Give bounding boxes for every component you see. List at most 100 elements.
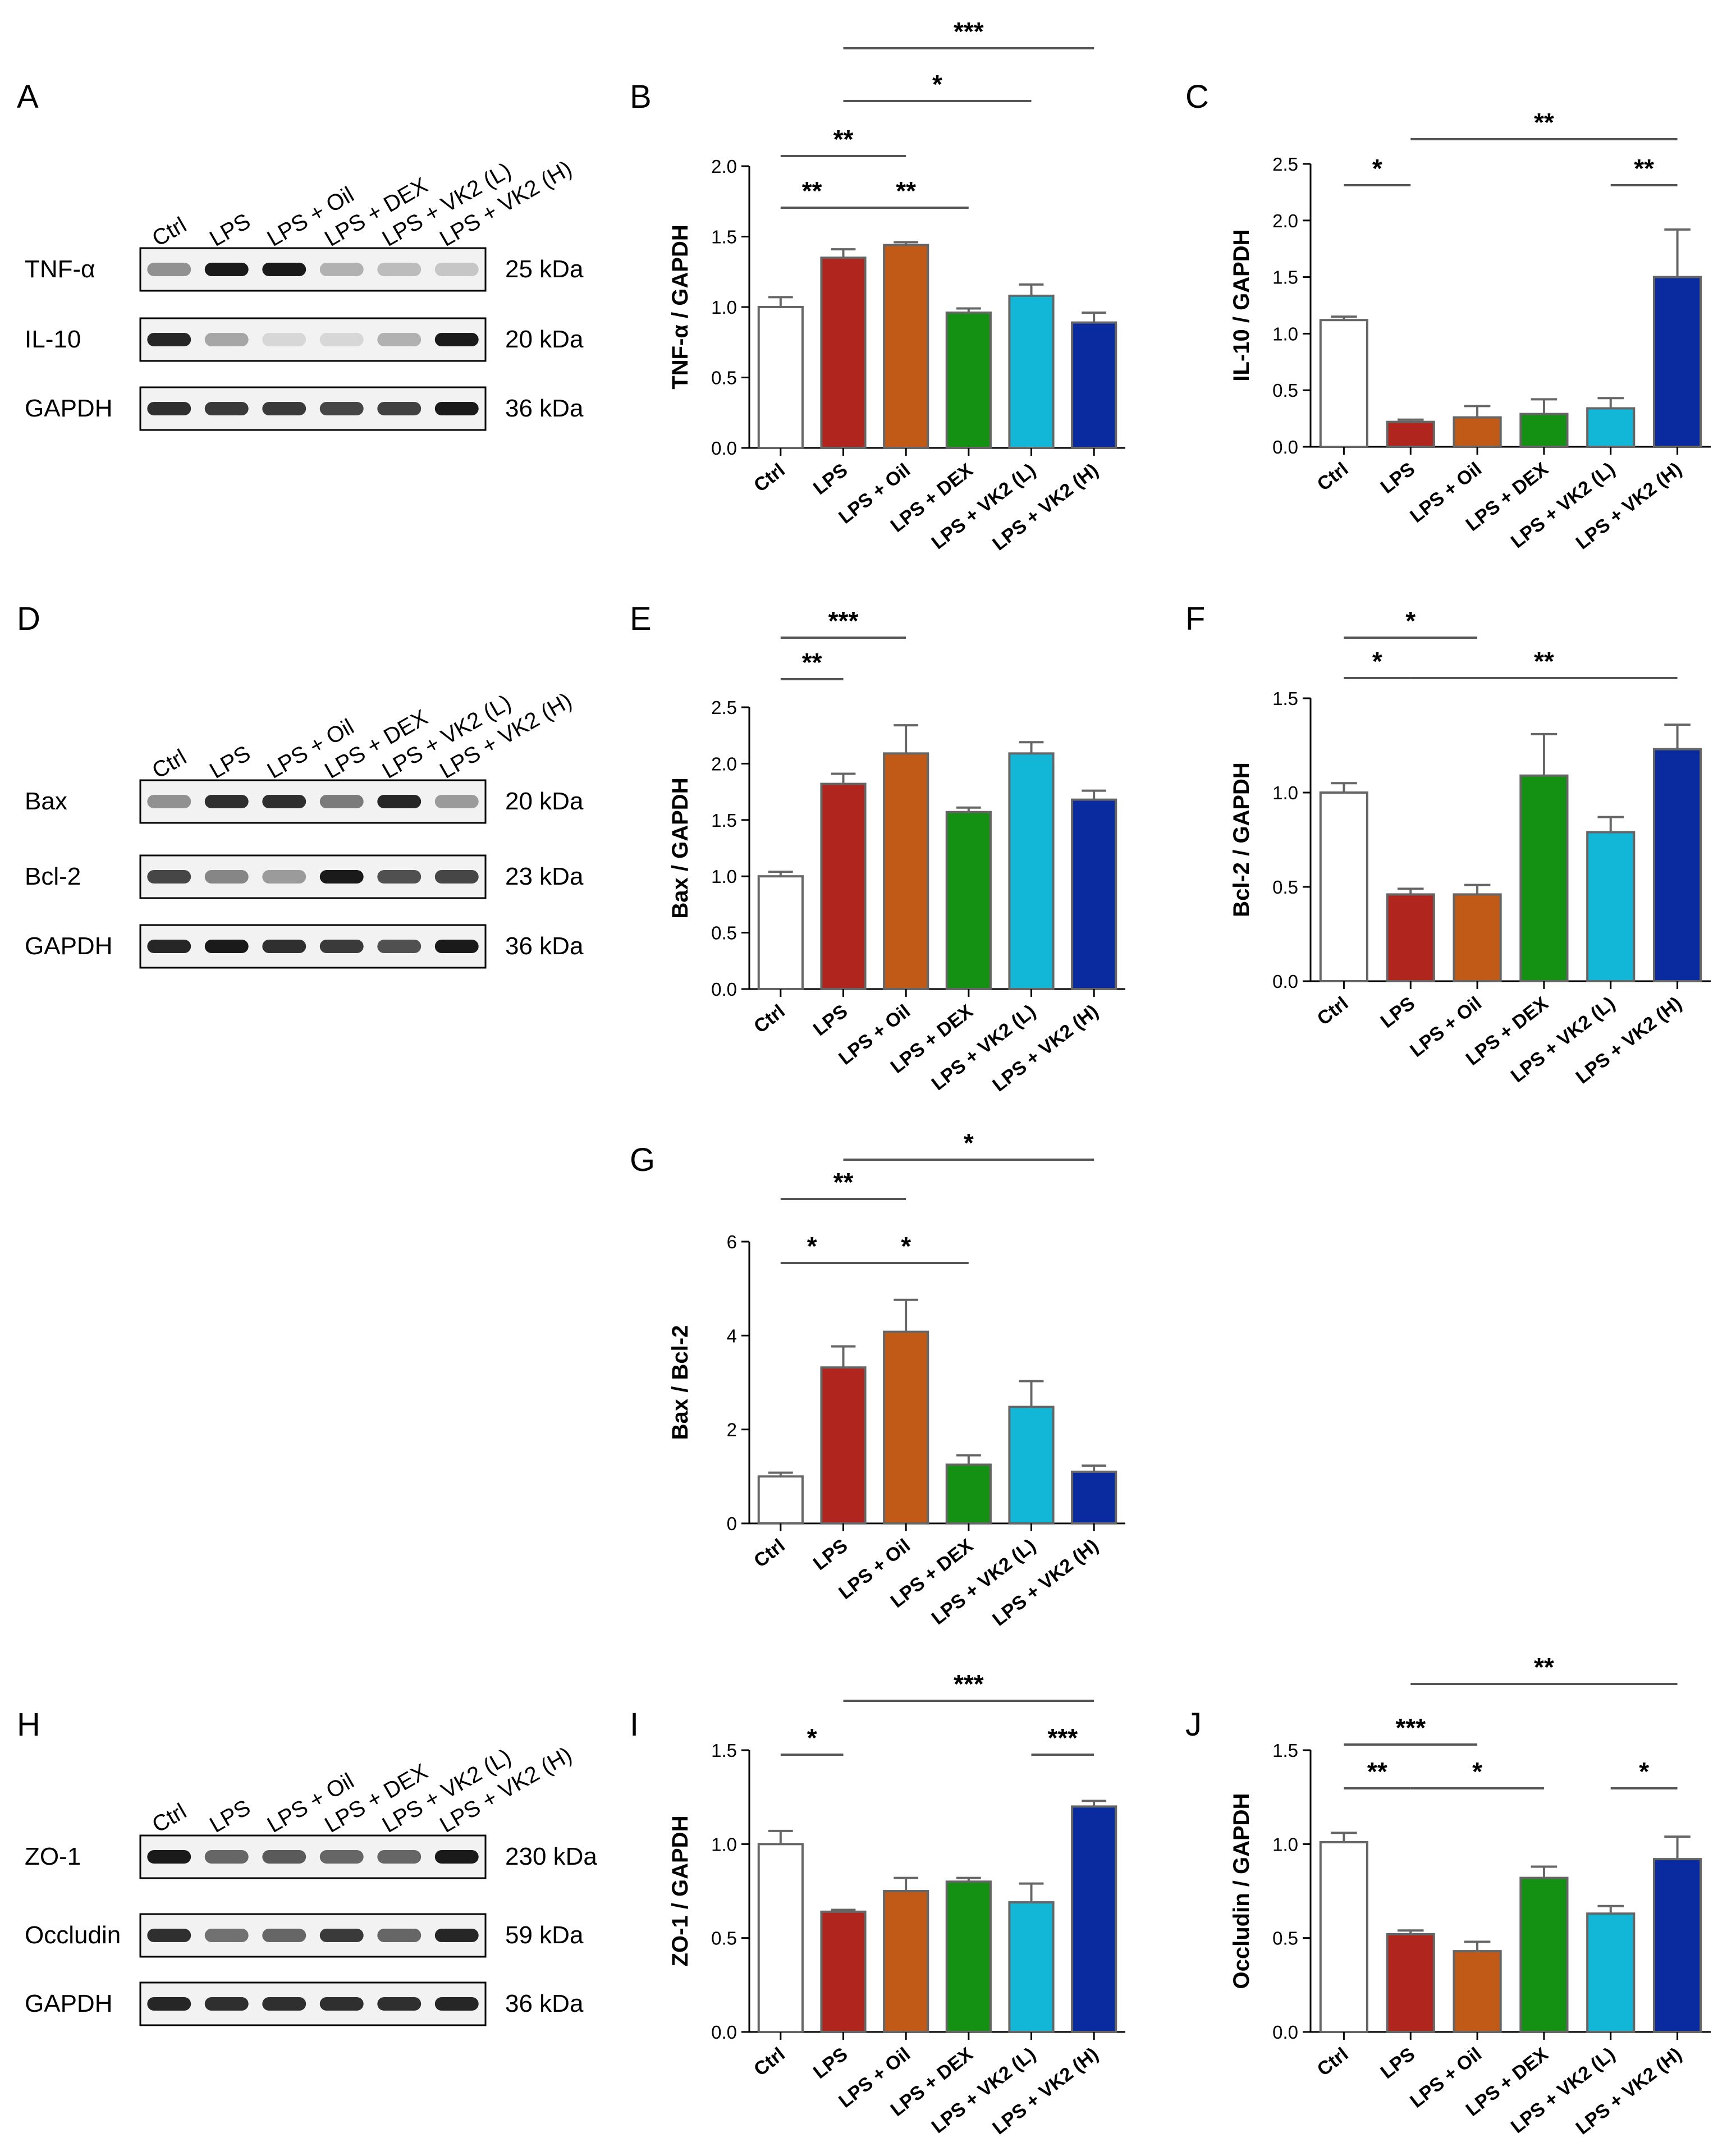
blot-band xyxy=(147,940,191,953)
y-tick-label: 0.0 xyxy=(711,2022,737,2043)
blot-band xyxy=(262,940,306,953)
blot-band xyxy=(147,1850,191,1864)
y-tick-label: 1.0 xyxy=(711,297,737,318)
y-tick-label: 0.0 xyxy=(1272,2022,1298,2043)
bar-lps xyxy=(820,1910,867,2033)
blot-strip xyxy=(139,1981,487,2026)
bar-lps-vk2-h- xyxy=(1652,1858,1702,2034)
bar-ctrl xyxy=(757,306,804,449)
y-tick-label: 1.0 xyxy=(1272,782,1298,803)
blot-band xyxy=(204,333,249,346)
y-axis-title: IL-10 / GAPDH xyxy=(1229,229,1254,381)
panel-letter: A xyxy=(17,79,39,115)
y-tick-label: 2.0 xyxy=(1272,210,1298,231)
y-tick-label: 0.5 xyxy=(1272,380,1298,401)
y-tick-label: 1.0 xyxy=(711,866,737,887)
blot-band xyxy=(377,940,422,953)
y-tick-label: 2 xyxy=(727,1420,737,1440)
significance-label: * xyxy=(1472,1757,1482,1786)
y-tick-label: 0.5 xyxy=(711,923,737,944)
significance-label: * xyxy=(1372,154,1382,183)
blot-band xyxy=(262,870,306,884)
blot-band xyxy=(434,795,479,808)
bar-lps-vk2-h- xyxy=(1071,1805,1117,2033)
significance-label: *** xyxy=(828,606,859,635)
blot-band xyxy=(434,402,479,415)
significance-label: * xyxy=(1372,647,1382,676)
y-tick-label: 0.0 xyxy=(1272,971,1298,992)
blot-band xyxy=(434,1997,479,2011)
blot-strip xyxy=(139,386,487,431)
blot-band xyxy=(147,333,191,346)
blot-strip xyxy=(139,247,487,292)
blot-row: Bax 20 kDa xyxy=(25,779,584,824)
y-axis-title: Bax / Bcl-2 xyxy=(668,1325,693,1440)
significance-label: ** xyxy=(1534,1653,1554,1682)
blot-row: GAPDH 36 kDa xyxy=(25,924,584,969)
blot-band xyxy=(319,940,364,953)
y-tick-label: 2.0 xyxy=(711,156,737,177)
protein-label: Bcl-2 xyxy=(25,863,81,890)
protein-label: GAPDH xyxy=(25,395,112,422)
y-tick-label: 1.5 xyxy=(1272,267,1298,288)
bar-lps xyxy=(1386,893,1435,982)
y-tick-label: 1.0 xyxy=(1272,1834,1298,1855)
y-tick-label: 4 xyxy=(727,1325,737,1346)
protein-label: GAPDH xyxy=(25,1990,112,2017)
blot-band xyxy=(319,1997,364,2011)
blot-band xyxy=(434,1929,479,1942)
molecular-weight-label: 25 kDa xyxy=(505,255,584,283)
significance-label: * xyxy=(932,70,942,99)
bar-lps-vk2-l- xyxy=(1008,1406,1055,1525)
blot-band xyxy=(262,795,306,808)
y-axis-title: TNF-α / GAPDH xyxy=(668,225,693,389)
significance-label: ** xyxy=(1367,1757,1387,1786)
bar-lps-oil xyxy=(1453,893,1502,982)
panel-letter: J xyxy=(1185,1706,1202,1743)
blot-band xyxy=(147,1929,191,1942)
blot-band xyxy=(434,1850,479,1864)
bar-lps-oil xyxy=(883,244,929,449)
y-tick-label: 0.5 xyxy=(711,1928,737,1949)
blot-band xyxy=(204,870,249,884)
bar-lps-dex xyxy=(945,312,992,449)
molecular-weight-label: 59 kDa xyxy=(505,1921,584,1949)
y-tick-label: 0.0 xyxy=(1272,437,1298,457)
bar-lps-oil xyxy=(883,1330,929,1525)
bar-lps-vk2-h- xyxy=(1071,1470,1117,1525)
blot-band xyxy=(262,1929,306,1942)
blot-band xyxy=(434,333,479,346)
molecular-weight-label: 36 kDa xyxy=(505,932,584,960)
blot-strip xyxy=(139,317,487,362)
bar-lps-dex xyxy=(1519,413,1569,448)
blot-band xyxy=(262,333,306,346)
bar-lps-oil xyxy=(1453,1950,1502,2033)
blot-band xyxy=(319,402,364,415)
significance-label: ** xyxy=(833,1168,854,1197)
bar-lps-oil xyxy=(1453,416,1502,448)
blot-strip xyxy=(139,924,487,969)
significance-label: *** xyxy=(1047,1723,1078,1752)
blot-band xyxy=(319,795,364,808)
molecular-weight-label: 230 kDa xyxy=(505,1843,597,1870)
y-axis-title: Bax / GAPDH xyxy=(668,777,693,918)
significance-label: *** xyxy=(954,17,984,46)
panel-letter: D xyxy=(17,601,40,637)
blot-band xyxy=(319,1929,364,1942)
y-tick-label: 1.0 xyxy=(711,1834,737,1855)
blot-row: ZO-1 230 kDa xyxy=(25,1834,597,1879)
y-tick-label: 2.5 xyxy=(1272,154,1298,175)
blot-band xyxy=(204,1929,249,1942)
bar-ctrl xyxy=(1319,791,1369,982)
bar-lps xyxy=(1386,1933,1435,2034)
blot-band xyxy=(377,333,422,346)
blot-band xyxy=(434,263,479,276)
blot-band xyxy=(262,402,306,415)
blot-band xyxy=(434,870,479,884)
panel-letter: E xyxy=(630,601,652,637)
panel-letter: C xyxy=(1185,79,1209,115)
y-tick-label: 0.5 xyxy=(1272,877,1298,898)
significance-label: ** xyxy=(1534,108,1554,137)
